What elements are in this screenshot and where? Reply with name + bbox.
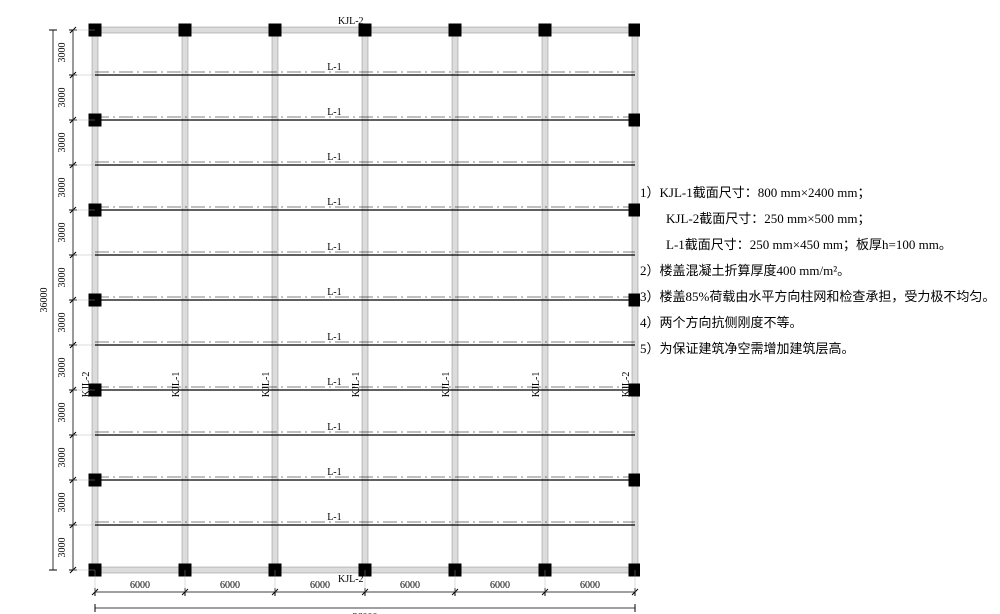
- svg-text:KJL-1: KJL-1: [441, 372, 452, 398]
- svg-text:36000: 36000: [40, 288, 50, 313]
- svg-text:3000: 3000: [57, 178, 68, 198]
- svg-text:3000: 3000: [57, 223, 68, 243]
- svg-text:KJL-1: KJL-1: [351, 372, 362, 398]
- svg-text:KJL-2: KJL-2: [621, 372, 632, 398]
- svg-text:3000: 3000: [57, 493, 68, 513]
- note-1a: 1）KJL-1截面尺寸：800 mm×2400 mm；: [640, 180, 995, 206]
- svg-text:3000: 3000: [57, 88, 68, 108]
- svg-text:L-1: L-1: [327, 152, 341, 163]
- svg-text:6000: 6000: [400, 580, 420, 591]
- notes-panel: 1）KJL-1截面尺寸：800 mm×2400 mm； KJL-2截面尺寸：25…: [640, 180, 995, 362]
- svg-text:3000: 3000: [57, 313, 68, 333]
- svg-text:KJL-2: KJL-2: [338, 574, 364, 585]
- svg-text:3000: 3000: [57, 268, 68, 288]
- note-5: 5）为保证建筑净空需增加建筑层高。: [640, 336, 995, 362]
- svg-text:L-1: L-1: [327, 107, 341, 118]
- svg-text:L-1: L-1: [327, 467, 341, 478]
- svg-text:6000: 6000: [490, 580, 510, 591]
- svg-text:L-1: L-1: [327, 512, 341, 523]
- svg-text:KJL-1: KJL-1: [171, 372, 182, 398]
- structural-plan: L-1 L-1 L-1 L-1 L-1 L-1 L-1 L-1 L-1 L-1 L-1 KJL-2 KJ…: [40, 10, 640, 614]
- note-1b: KJL-2截面尺寸：250 mm×500 mm；: [640, 206, 995, 232]
- svg-text:KJL-1: KJL-1: [261, 372, 272, 398]
- svg-text:6000: 6000: [130, 580, 150, 591]
- svg-text:L-1: L-1: [327, 197, 341, 208]
- svg-text:3000: 3000: [57, 43, 68, 63]
- svg-text:3000: 3000: [57, 133, 68, 153]
- svg-text:KJL-2: KJL-2: [338, 16, 364, 27]
- svg-text:L-1: L-1: [327, 62, 341, 73]
- svg-text:3000: 3000: [57, 358, 68, 378]
- svg-text:6000: 6000: [310, 580, 330, 591]
- svg-text:L-1: L-1: [327, 422, 341, 433]
- note-1c: L-1截面尺寸：250 mm×450 mm；板厚h=100 mm。: [640, 232, 995, 258]
- svg-text:6000: 6000: [580, 580, 600, 591]
- svg-text:6000: 6000: [220, 580, 240, 591]
- svg-text:3000: 3000: [57, 538, 68, 558]
- svg-text:L-1: L-1: [327, 242, 341, 253]
- svg-text:L-1: L-1: [327, 332, 341, 343]
- svg-text:3000: 3000: [57, 448, 68, 468]
- svg-text:KJL-2: KJL-2: [81, 372, 92, 398]
- svg-text:3000: 3000: [57, 403, 68, 423]
- svg-text:KJL-1: KJL-1: [531, 372, 542, 398]
- note-4: 4）两个方向抗侧刚度不等。: [640, 310, 995, 336]
- note-2: 2）楼盖混凝土折算厚度400 mm/m²。: [640, 258, 995, 284]
- svg-text:L-1: L-1: [327, 287, 341, 298]
- svg-text:L-1: L-1: [327, 377, 341, 388]
- note-3: 3）楼盖85%荷载由水平方向柱网和检查承担，受力极不均匀。: [640, 284, 995, 310]
